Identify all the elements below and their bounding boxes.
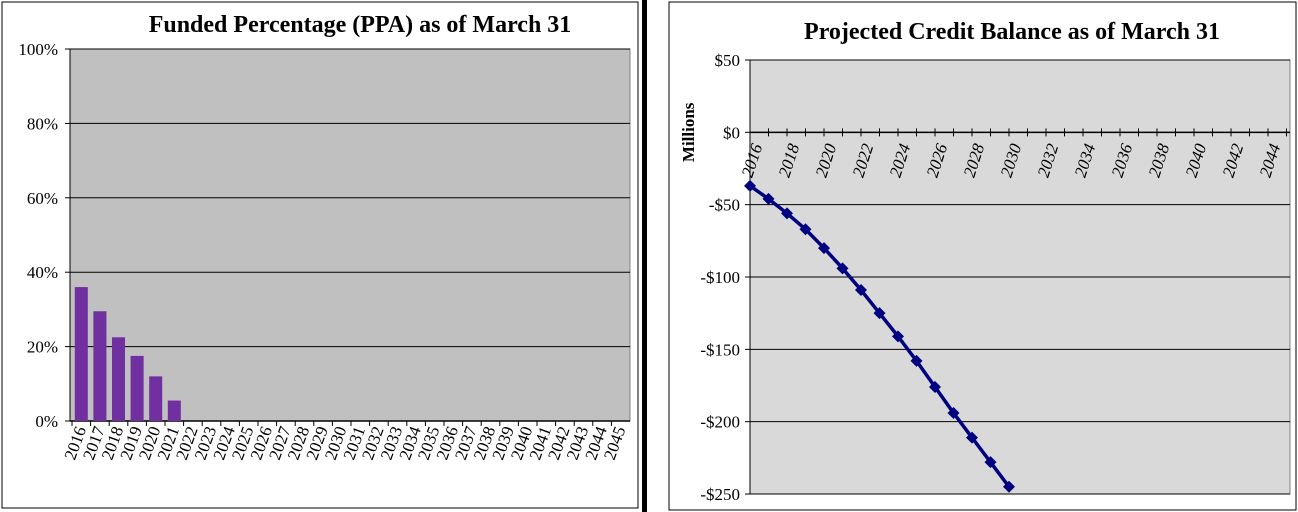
plot-area [69, 48, 631, 422]
data-point [910, 354, 923, 367]
funded-percentage-chart: Funded Percentage (PPA) as of March 31 0%… [0, 0, 640, 512]
data-point [1003, 480, 1015, 493]
y-axis-title: Millions [679, 102, 698, 162]
data-point [892, 330, 904, 343]
data-point [744, 179, 756, 192]
chart-title: Funded Percentage (PPA) as of March 31 [149, 12, 572, 38]
data-point [836, 262, 849, 275]
chart-frame [668, 1, 1297, 511]
bar [167, 400, 181, 421]
bar [149, 376, 163, 421]
y-tick-label: -$100 [700, 268, 740, 287]
data-point [984, 456, 997, 469]
bar [130, 355, 144, 421]
credit-balance-svg: Projected Credit Balance as of March 31 $… [668, 1, 1297, 511]
y-tick-label: 60% [27, 189, 58, 208]
y-tick-label: 80% [27, 114, 58, 133]
panel-divider [642, 0, 647, 512]
data-point [781, 207, 793, 220]
y-tick-label: -$50 [709, 196, 740, 215]
chart-title: Projected Credit Balance as of March 31 [804, 19, 1220, 45]
data-point [762, 192, 775, 205]
data-point [855, 284, 867, 297]
y-tick-label: $50 [715, 51, 741, 70]
data-point [818, 242, 830, 255]
data-point [947, 406, 960, 419]
y-tick-label: 100% [18, 40, 58, 59]
y-tick-label: 20% [27, 338, 58, 357]
y-tick-label: -$250 [700, 485, 740, 504]
data-point [929, 380, 941, 393]
chart-frame [1, 1, 639, 509]
bar [74, 287, 88, 421]
funded-percentage-svg: Funded Percentage (PPA) as of March 31 0%… [1, 1, 639, 509]
y-tick-label: -$150 [700, 340, 740, 359]
data-point [966, 431, 978, 444]
data-point [873, 307, 886, 320]
y-tick-label: -$200 [700, 413, 740, 432]
y-tick-label: 0% [35, 412, 58, 431]
credit-balance-chart: Projected Credit Balance as of March 31 $… [668, 0, 1298, 512]
data-point [799, 223, 812, 236]
bar [93, 311, 107, 421]
bar [111, 337, 126, 421]
y-tick-label: $0 [723, 123, 740, 142]
y-tick-label: 40% [27, 263, 58, 282]
